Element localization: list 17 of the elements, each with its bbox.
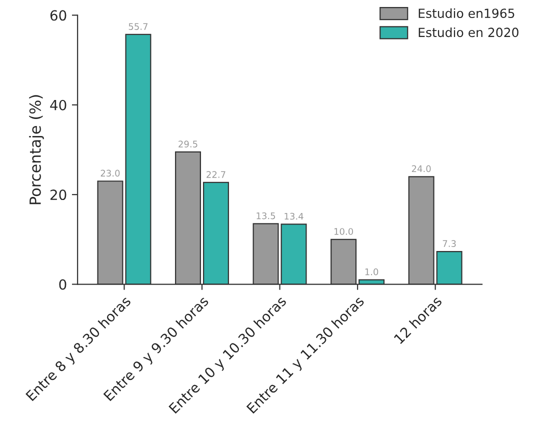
y-tick-label: 60 <box>50 10 66 21</box>
data-label: 10.0 <box>334 228 353 235</box>
data-label: 13.4 <box>284 212 304 220</box>
y-tick-label: 40 <box>50 100 66 110</box>
data-label: 7.3 <box>442 240 456 248</box>
y-axis-title: Porcentaje (%) <box>29 95 44 204</box>
data-label: 23.0 <box>100 170 120 177</box>
y-tick-label: 20 <box>50 190 66 200</box>
data-label: 22.7 <box>206 171 226 178</box>
data-label: 13.5 <box>256 212 276 220</box>
legend-label: Estudio en 2020 <box>418 27 518 38</box>
data-label: 29.5 <box>178 140 198 148</box>
data-label: 55.7 <box>128 23 148 30</box>
y-tick-label: 0 <box>59 279 66 290</box>
data-label: 24.0 <box>412 165 431 172</box>
legend-label: Estudio en1965 <box>418 8 514 18</box>
data-label: 1.0 <box>365 268 378 276</box>
